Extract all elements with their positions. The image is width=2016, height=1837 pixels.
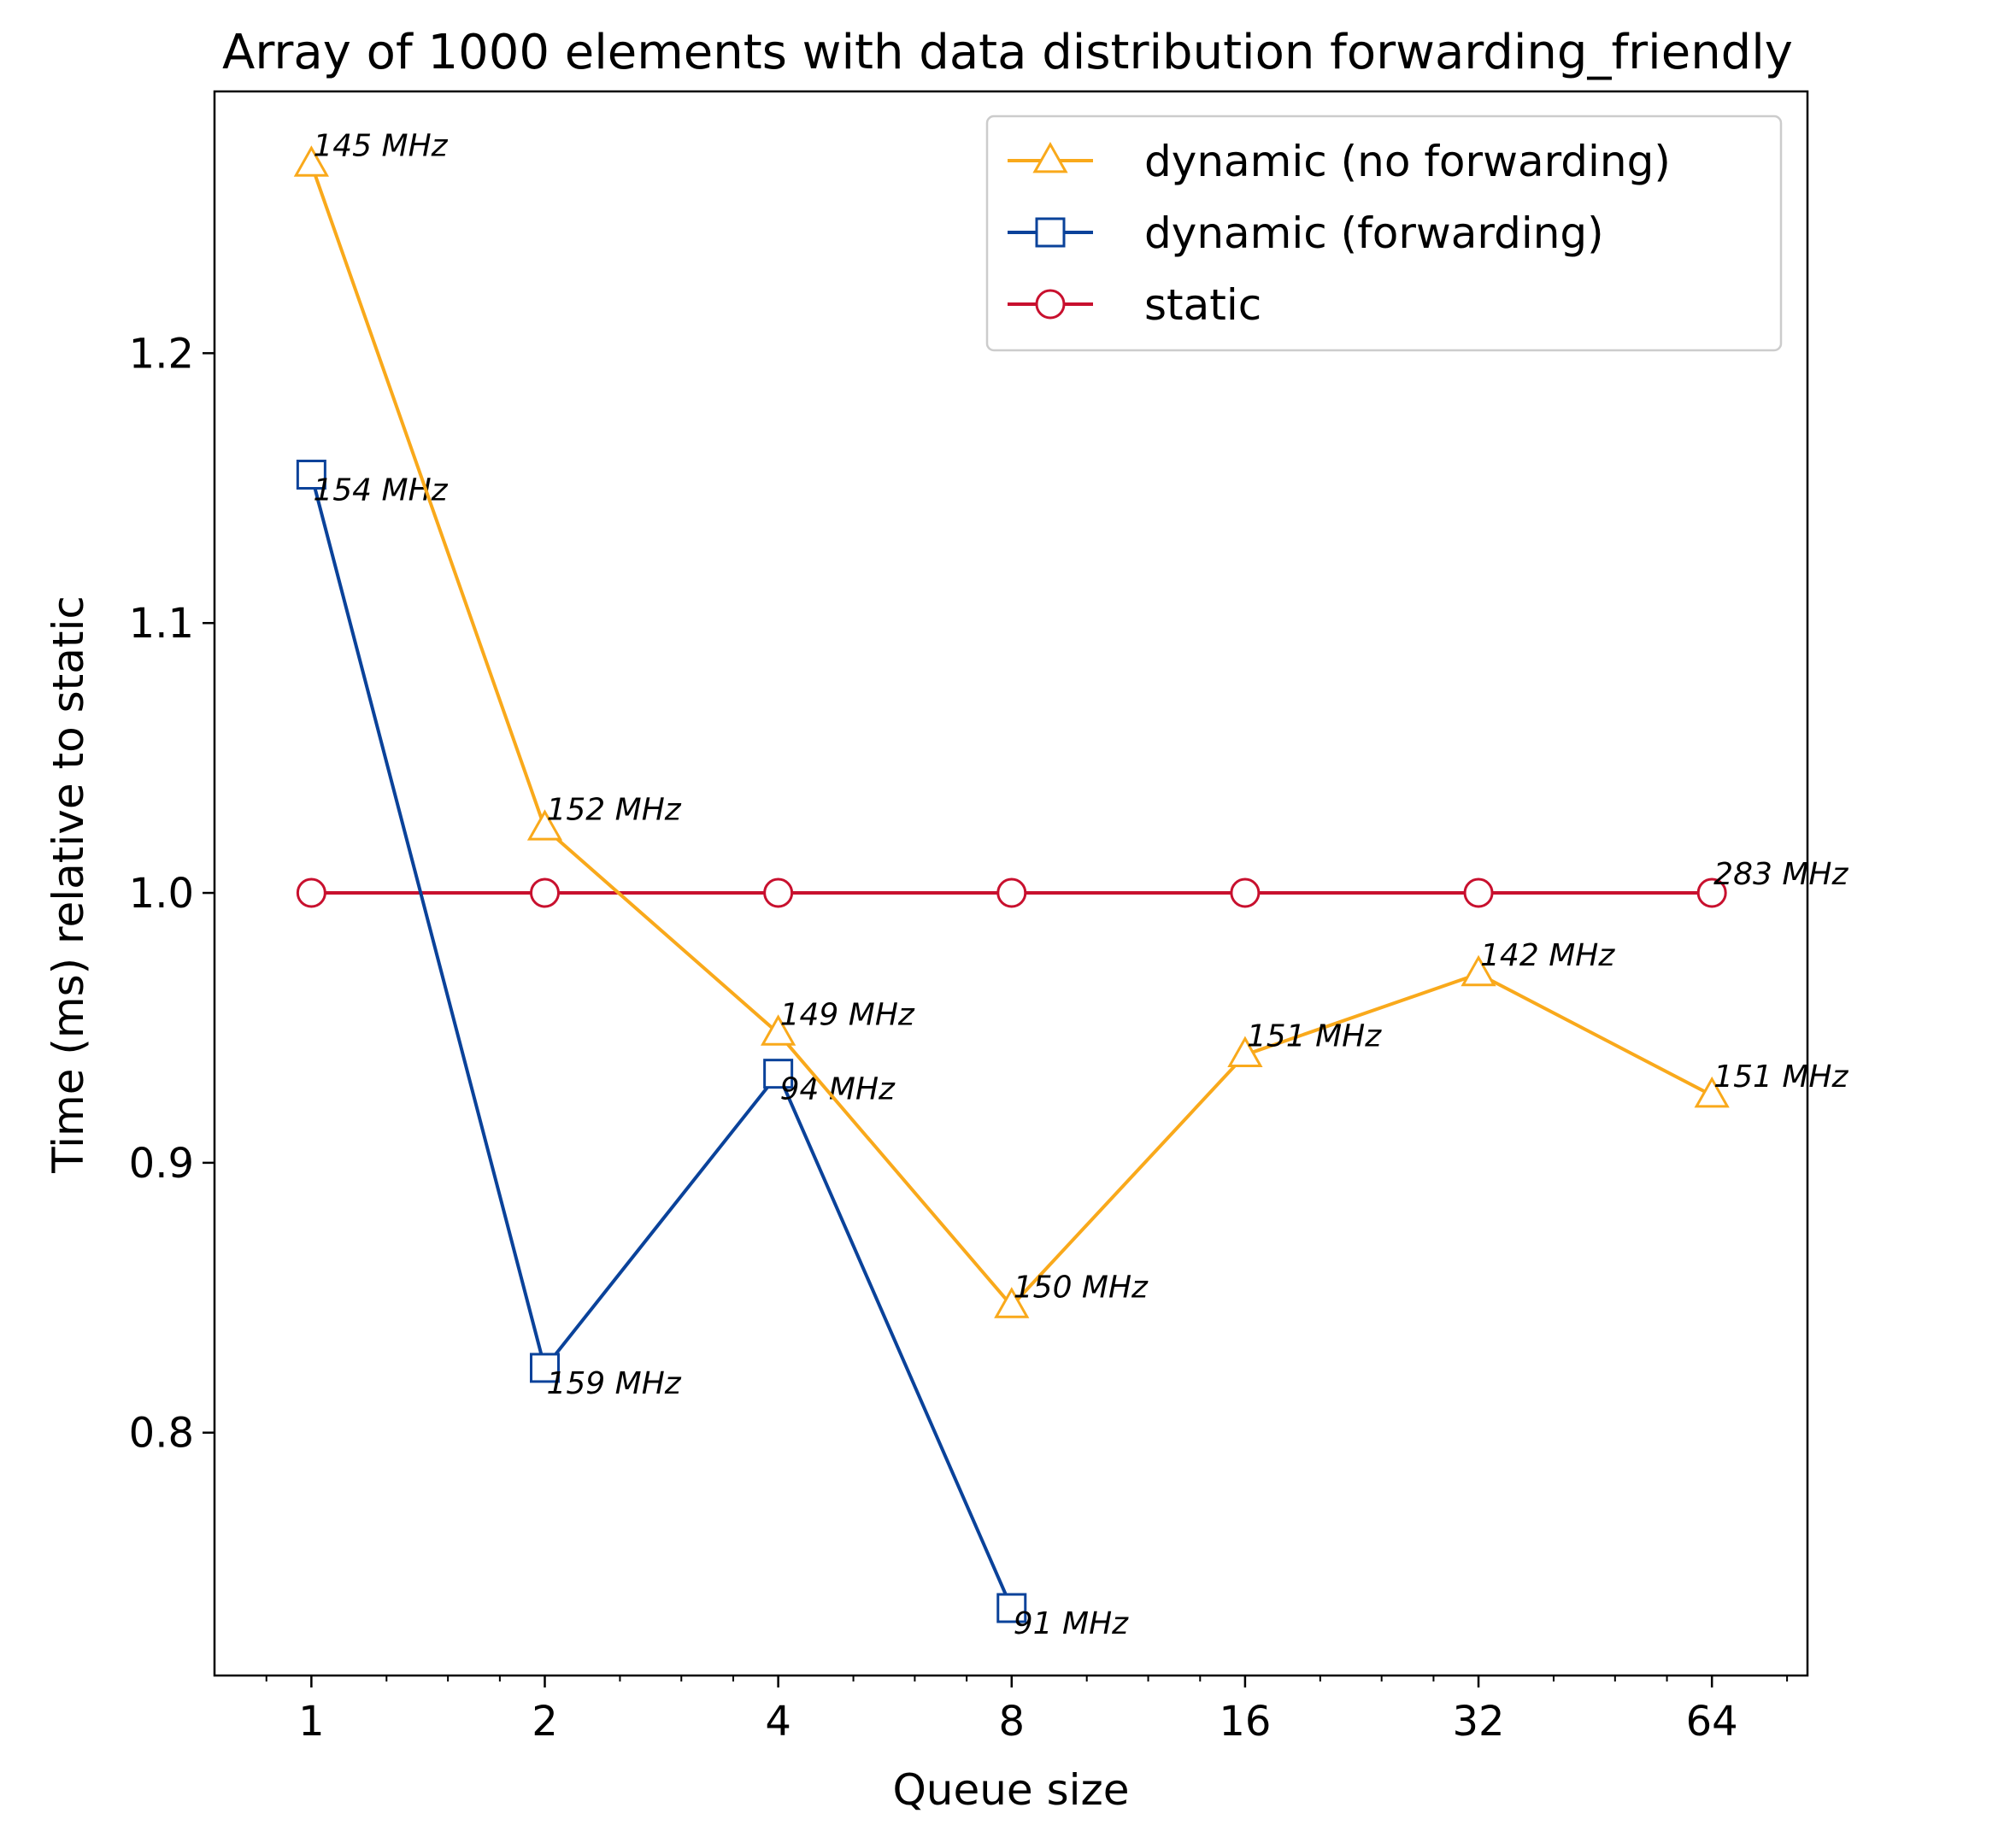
y-tick-label: 0.8 [129,1410,194,1458]
data-point [529,877,560,908]
legend-entry: static [1008,280,1261,330]
data-label: 151 MHz [1713,1059,1848,1095]
data-label: 91 MHz [1014,1606,1129,1641]
data-point [296,877,326,908]
x-tick-label: 2 [532,1698,558,1746]
data-label: 149 MHz [780,997,915,1032]
data-point [529,1353,560,1383]
data-point [763,1059,794,1089]
data-point [994,1287,1030,1318]
data-label: 283 MHz [1713,857,1848,892]
x-tick-label: 4 [765,1698,791,1746]
x-tick-label: 16 [1219,1698,1271,1746]
data-point [526,809,563,841]
legend-entry: dynamic (no forwarding) [1008,137,1671,186]
data-label: 152 MHz [546,792,681,827]
data-point [1696,877,1727,908]
data-point [1463,877,1494,908]
data-label: 145 MHz [313,128,448,163]
y-tick-label: 1.2 [129,330,194,378]
x-tick-label: 1 [298,1698,325,1746]
x-tick-label: 64 [1686,1698,1738,1746]
chart-title: Array of 1000 elements with data distrib… [222,25,1793,80]
legend-box [985,114,1783,352]
data-label: 154 MHz [313,472,448,508]
data-point [761,1014,796,1046]
data-point [1694,1076,1730,1108]
y-tick-label: 0.9 [129,1140,194,1188]
series-static: 283 MHz [296,857,1848,908]
data-point [1032,141,1068,173]
data-point [996,877,1027,908]
series-dynamic-no-forwarding-: 145 MHz 152 MHz 149 MHz 150 MHz 151 MHz 142 M… [293,128,1848,1318]
data-point [1230,877,1261,908]
legend-label: static [1144,280,1261,330]
y-tick-label: 1.1 [129,600,194,648]
series-line [309,473,1014,1609]
data-point [1035,289,1066,320]
data-point [293,145,329,177]
data-point [1227,1036,1263,1067]
legend: dynamic (no forwarding) dynamic (forwardi… [985,114,1783,352]
y-axis-label: Time (ms) relative to static [44,596,93,1174]
axes: 1 2 4 8 16 32 64 0.8 0.9 1.0 1.1 1.2 [129,330,1789,1746]
y-tick-label: 1.0 [129,870,194,918]
x-axis-label: Queue size [892,1765,1129,1815]
legend-entry: dynamic (forwarding) [1008,208,1604,258]
x-tick-label: 32 [1453,1698,1505,1746]
data-point [763,877,794,908]
data-label: 151 MHz [1247,1019,1382,1054]
data-label: 142 MHz [1480,938,1615,973]
data-point [996,1593,1027,1623]
data-label: 150 MHz [1014,1270,1149,1305]
legend-label: dynamic (no forwarding) [1144,137,1671,186]
data-point [1461,954,1496,987]
legend-label: dynamic (forwarding) [1144,208,1604,258]
data-point [1035,217,1066,248]
x-tick-label: 8 [998,1698,1025,1746]
data-label: 159 MHz [546,1366,681,1401]
data-point [296,459,326,490]
